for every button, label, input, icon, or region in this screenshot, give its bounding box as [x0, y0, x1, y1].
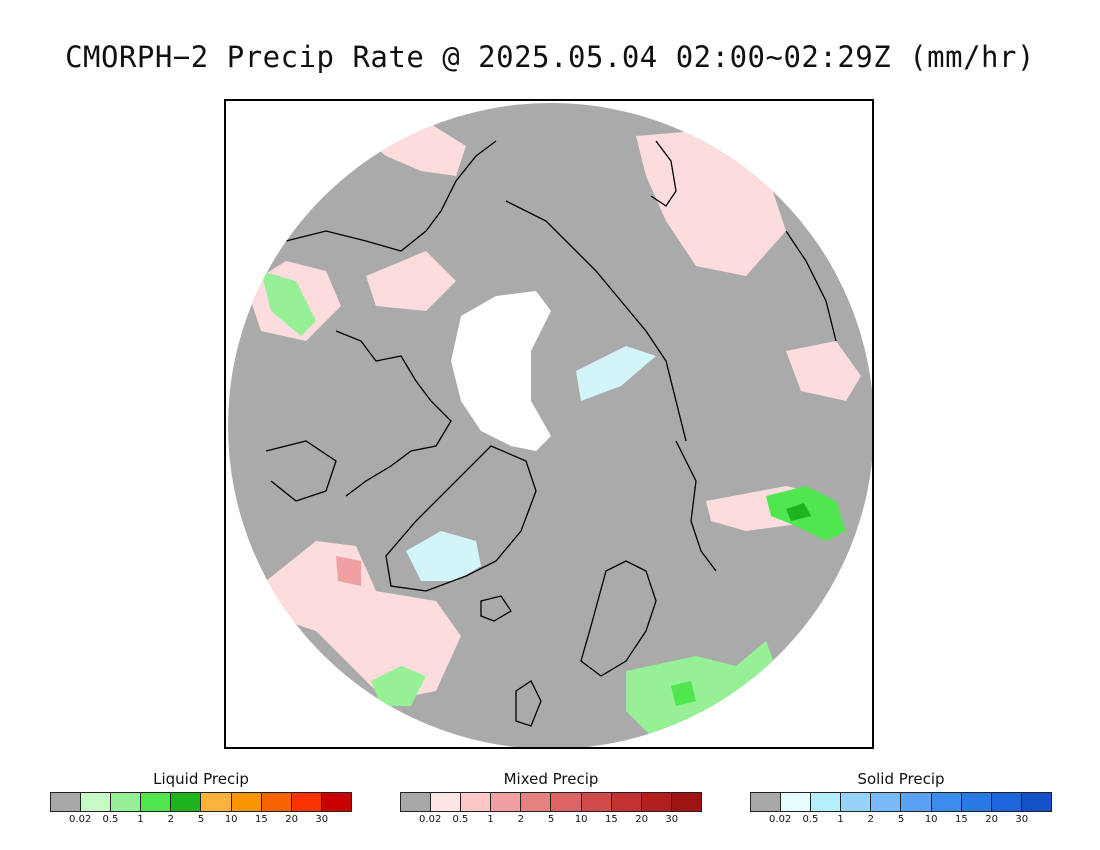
legend-tick-label: 2	[867, 814, 874, 825]
legend-swatch	[841, 793, 872, 811]
legend-tick-label: 0.02	[769, 814, 792, 825]
legend-swatch	[461, 793, 492, 811]
coastline-greenland	[385, 445, 537, 592]
legend-tick-label: 2	[167, 814, 174, 825]
legend-swatch	[111, 793, 142, 811]
legend-tick-label: 5	[547, 814, 555, 825]
legend-tick-label: 2	[517, 814, 524, 825]
legend-color-bar	[400, 792, 702, 812]
legend-title: Solid Precip	[857, 770, 945, 788]
legend-swatch	[291, 793, 322, 811]
legend-tick-label: 20	[635, 814, 648, 825]
polar-precip-map	[228, 103, 872, 747]
legend-tick-label: 5	[897, 814, 905, 825]
precip-region-canada-mixed	[366, 251, 456, 311]
precip-region-siberia-solid	[576, 346, 656, 401]
precip-region-europe-liquid	[626, 641, 781, 741]
legend-tick-label: 30	[1015, 814, 1029, 825]
legend-swatch	[141, 793, 172, 811]
precip-region-siberia-mixed-2	[786, 341, 861, 401]
arctic-sea-ice	[451, 291, 551, 451]
legend-swatch	[201, 793, 232, 811]
coastlines	[265, 140, 837, 727]
legend-color-bar	[50, 792, 352, 812]
precip-region-pacific-liquid	[261, 271, 316, 336]
legend-swatch	[231, 793, 262, 811]
legend-tick-labels: 0.02 0.5 1 2 5 10 15 20 30	[400, 812, 702, 826]
legend-swatch	[961, 793, 992, 811]
legend-tick-label: 1	[487, 814, 494, 825]
precip-region-north-atlantic-mixed-dark	[336, 556, 361, 586]
precip-region-north-atlantic-mixed	[266, 541, 461, 701]
legend-swatch	[751, 793, 782, 811]
legend-swatch	[811, 793, 842, 811]
legend-tick-labels: 0.02 0.5 1 2 5 10 15 20 30	[50, 812, 352, 826]
legend-swatch	[1021, 793, 1051, 811]
legend-tick-label: 15	[605, 814, 618, 825]
legend-mixed: Mixed Precip 0.02 0.5 1 2 5 10 15 20 30	[400, 770, 702, 826]
legend-swatch	[521, 793, 552, 811]
map-title: CMORPH−2 Precip Rate @ 2025.05.04 02:00~…	[65, 40, 1035, 74]
legend-swatch	[551, 793, 582, 811]
coastline-british-isles	[515, 680, 542, 727]
legend-tick-label: 0.5	[452, 814, 469, 825]
legend-tick-label: 10	[924, 814, 938, 825]
legend-title: Mixed Precip	[503, 770, 599, 788]
legend-swatch	[401, 793, 432, 811]
legend-tick-label: 10	[574, 814, 588, 825]
map-frame	[224, 99, 874, 749]
coastline-iceland	[480, 595, 512, 622]
legend-swatch	[321, 793, 351, 811]
coastline-scandinavia	[580, 560, 657, 677]
legend-tick-label: 30	[665, 814, 679, 825]
legend-swatch	[611, 793, 642, 811]
legend-tick-label: 5	[197, 814, 205, 825]
coastline-canada-archipelago	[335, 330, 452, 497]
legend-tick-label: 30	[315, 814, 329, 825]
legend-tick-label: 20	[985, 814, 998, 825]
legend-tick-label: 0.02	[419, 814, 442, 825]
legend-swatch	[171, 793, 202, 811]
precip-region-europe-liquid-dark	[671, 681, 696, 706]
legend-swatch	[671, 793, 701, 811]
legend-tick-label: 15	[255, 814, 268, 825]
legend-swatch	[641, 793, 672, 811]
precip-region-greenland-solid	[406, 531, 481, 581]
legend-swatch	[781, 793, 812, 811]
legend-tick-label: 1	[137, 814, 144, 825]
precip-region-atlantic-liquid	[371, 666, 426, 706]
legend-swatch	[51, 793, 82, 811]
legend-title: Liquid Precip	[153, 770, 249, 788]
legend-swatch	[871, 793, 902, 811]
legend-swatch	[491, 793, 522, 811]
legend-tick-label: 20	[285, 814, 298, 825]
legend-swatch	[901, 793, 932, 811]
coastline-russia-arctic	[675, 440, 717, 572]
coastline-siberia	[505, 200, 687, 442]
legend-swatch	[581, 793, 612, 811]
legend-tick-labels: 0.02 0.5 1 2 5 10 15 20 30	[750, 812, 1052, 826]
legend-color-bar	[750, 792, 1052, 812]
legend-swatch	[81, 793, 112, 811]
legend-solid: Solid Precip 0.02 0.5 1 2 5 10 15 20 30	[750, 770, 1052, 826]
legend-tick-label: 10	[224, 814, 238, 825]
legend-tick-label: 15	[955, 814, 968, 825]
coastline-hudson	[265, 440, 337, 502]
legend-tick-label: 0.5	[802, 814, 819, 825]
coastline-far-east	[785, 230, 837, 342]
legend-tick-label: 0.02	[69, 814, 92, 825]
legend-swatch	[931, 793, 962, 811]
legend-liquid: Liquid Precip 0.02 0.5 1 2 5 10 15 20 30	[50, 770, 352, 826]
precip-region-east-asia-liquid-dark	[786, 503, 811, 521]
legend-swatch	[991, 793, 1022, 811]
coastline-kamchatka	[650, 140, 677, 207]
coastline-alaska	[285, 140, 497, 252]
legend-swatch	[261, 793, 292, 811]
legend-swatch	[431, 793, 462, 811]
legend-tick-label: 0.5	[102, 814, 119, 825]
legend-tick-label: 1	[837, 814, 844, 825]
